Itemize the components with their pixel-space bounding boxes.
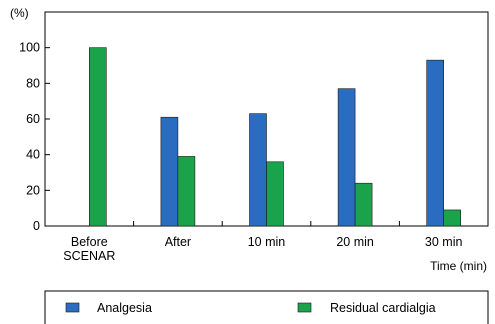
y-tick-label: 0	[33, 219, 40, 233]
x-category-label: Before	[71, 235, 108, 249]
x-unit-label: Time (min)	[430, 259, 487, 273]
bars	[89, 47, 462, 227]
residual-cardialgia-bar	[266, 161, 284, 227]
analgesia-bar	[426, 59, 445, 227]
y-tick-label: 20	[26, 183, 40, 197]
legend-label: Analgesia	[97, 301, 152, 315]
x-category-label: After	[165, 235, 191, 249]
legend: Analgesia Residual cardialgia	[44, 290, 489, 324]
y-tick-label: 60	[26, 112, 40, 126]
legend-frame	[44, 290, 489, 324]
residual-cardialgia-bar	[354, 182, 373, 227]
analgesia-bar	[337, 88, 356, 227]
y-tick-label: 80	[26, 76, 40, 90]
analgesia-bar	[249, 113, 267, 227]
legend-swatch	[65, 302, 80, 313]
residual-cardialgia-bar	[443, 209, 462, 227]
y-tick-label: 100	[19, 41, 40, 55]
x-category-label: SCENAR	[63, 249, 115, 263]
y-axis: 0 20 40 60 80 100	[19, 41, 50, 233]
residual-cardialgia-bar	[177, 156, 196, 227]
y-unit-label: (%)	[10, 6, 29, 20]
x-category-label: 20 min	[336, 235, 374, 249]
legend-swatch	[297, 302, 312, 313]
x-category-label: 30 min	[425, 235, 463, 249]
y-tick-label: 40	[26, 148, 40, 162]
residual-cardialgia-bar	[89, 47, 107, 227]
x-category-label: 10 min	[248, 235, 286, 249]
legend-label: Residual cardialgia	[330, 301, 436, 315]
analgesia-bar	[160, 116, 179, 227]
